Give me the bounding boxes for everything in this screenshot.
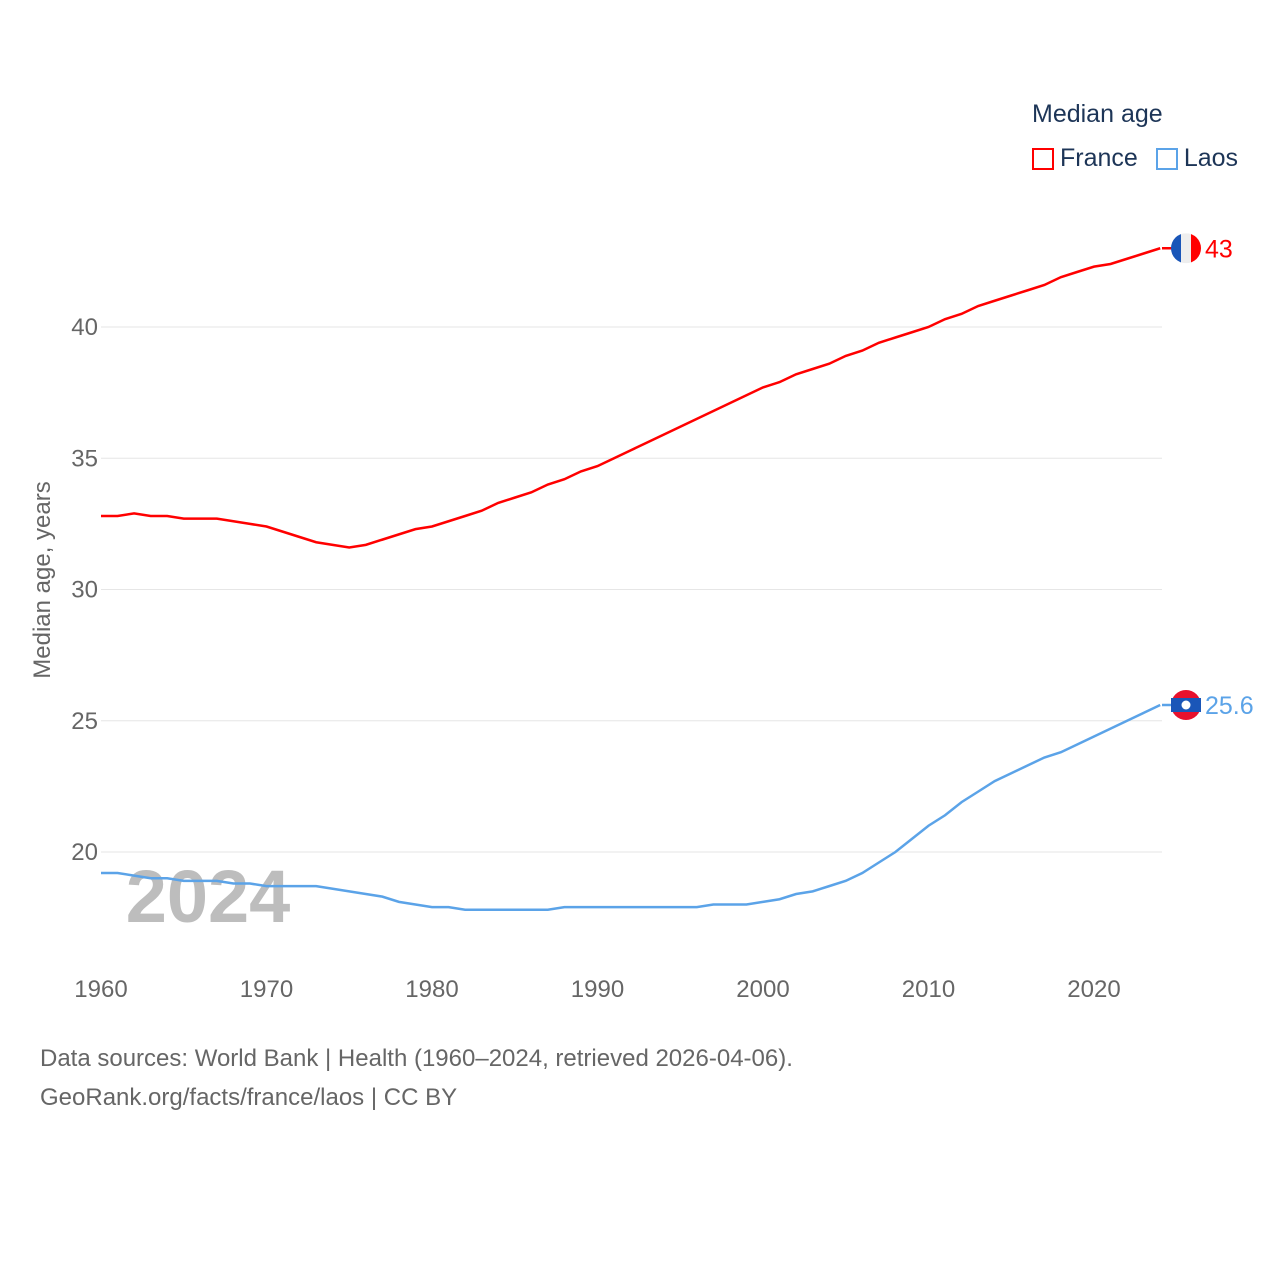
- legend-item-france[interactable]: France: [1032, 144, 1138, 173]
- end-value-label: 25.6: [1205, 692, 1254, 720]
- x-tick-label: 1960: [74, 976, 127, 1003]
- series-line-france: [101, 247, 1161, 549]
- y-tick-label: 30: [71, 577, 98, 604]
- x-tick-label: 1990: [571, 976, 624, 1003]
- legend-title: Median age: [1032, 100, 1163, 128]
- x-tick-label: 2020: [1067, 976, 1120, 1003]
- y-tick-label: 35: [71, 445, 98, 472]
- source-link[interactable]: GeoRank.org/facts/france/laos | CC BY: [40, 1084, 458, 1111]
- legend-label: France: [1060, 144, 1138, 172]
- y-tick-label: 40: [71, 314, 98, 341]
- flag-france-icon: [1191, 233, 1201, 264]
- legend-swatch: [1155, 147, 1178, 170]
- legend-swatch: [1032, 147, 1054, 170]
- series-line-laos: [101, 703, 1161, 911]
- legend-label: Laos: [1183, 144, 1239, 172]
- y-tick-label: 20: [71, 839, 98, 866]
- year-watermark: 2024: [126, 855, 291, 938]
- x-tick-label: 1980: [405, 976, 458, 1003]
- end-value-label: 43: [1205, 235, 1233, 263]
- source-note: Data sources: World Bank | Health (1960–…: [40, 1045, 793, 1072]
- y-axis-label: Median age, years: [29, 481, 56, 678]
- x-tick-label: 2000: [736, 976, 789, 1003]
- flag-france-icon: [1171, 233, 1181, 264]
- y-tick-label: 25: [71, 708, 98, 735]
- x-tick-label: 2010: [902, 976, 955, 1003]
- legend-item-laos[interactable]: Laos: [1155, 144, 1239, 173]
- x-tick-label: 1970: [240, 976, 293, 1003]
- flag-laos-icon: [1181, 700, 1191, 710]
- flag-france-icon: [1181, 233, 1191, 264]
- legend: France Laos: [1032, 144, 1238, 173]
